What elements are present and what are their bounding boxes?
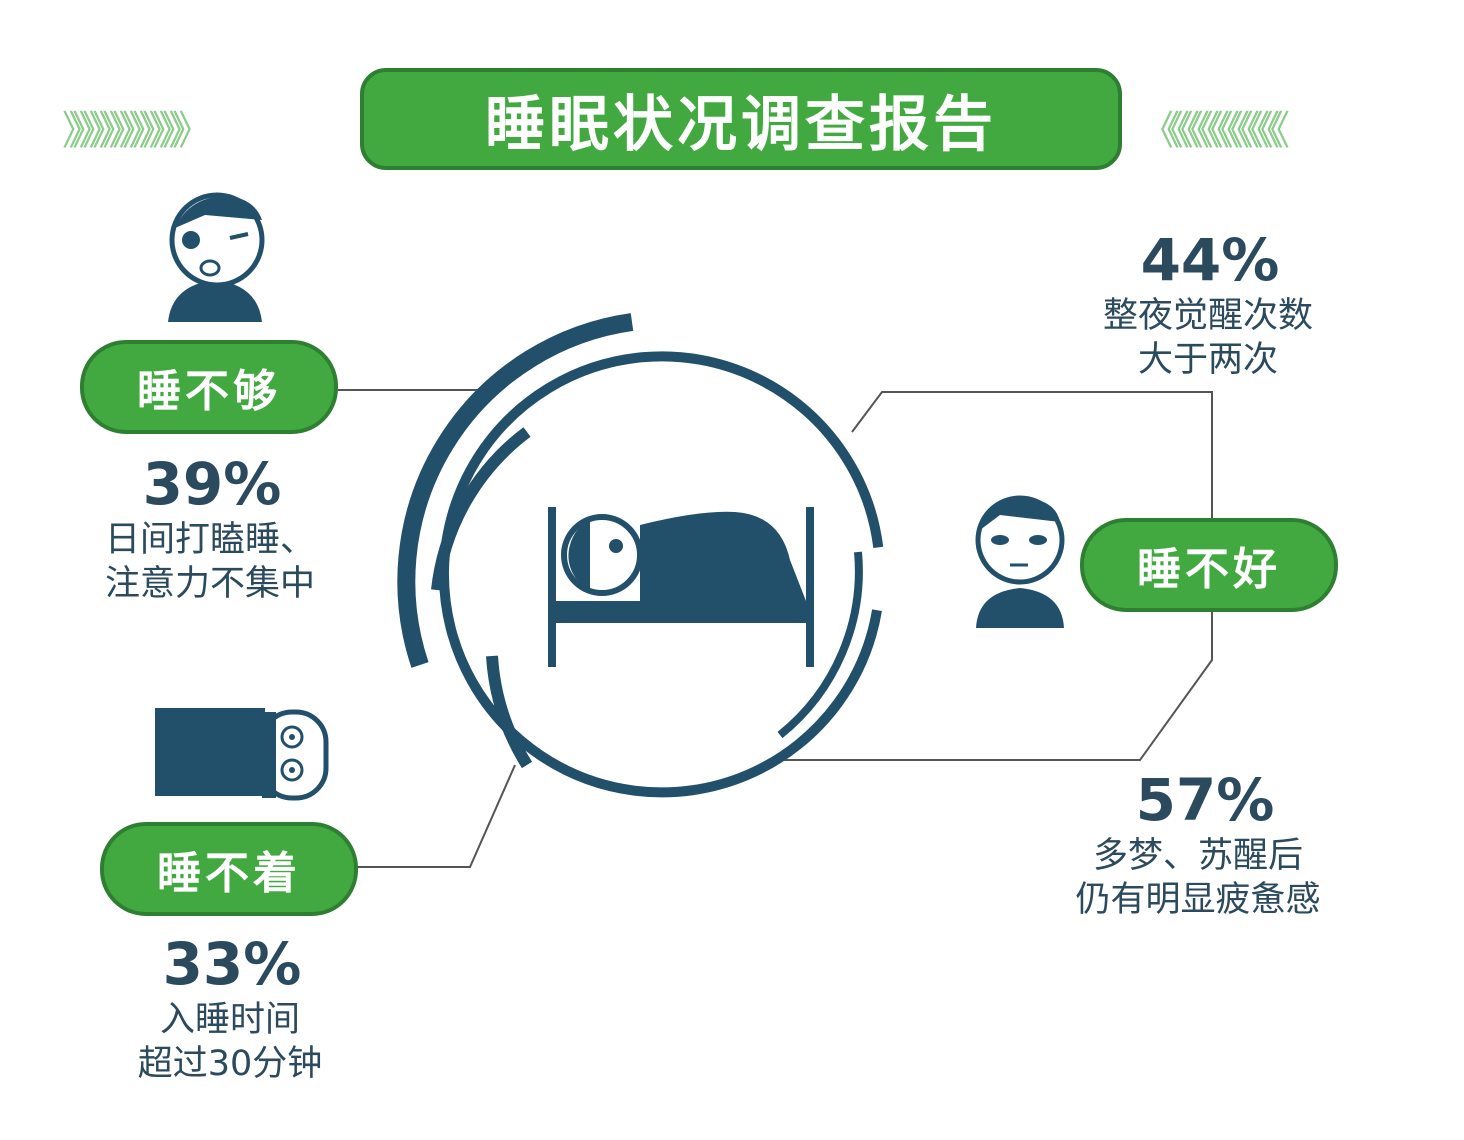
connector-cannot-sleep bbox=[356, 764, 516, 868]
desc-night-waking-1: 整夜觉醒次数 bbox=[1102, 296, 1313, 336]
right-chevron-decoration: 《《《《《《《《《《《《 bbox=[1140, 108, 1290, 154]
right-arc bbox=[777, 551, 863, 739]
desc-cannot-sleep-1: 入睡时间 bbox=[159, 1000, 300, 1040]
desc-dreams-fatigue-1: 多梦、苏醒后 bbox=[1092, 836, 1303, 876]
left-chevron-decoration: 》》》》》》》》》》》》 bbox=[62, 108, 212, 154]
connector-lines bbox=[338, 389, 1213, 868]
page-title: 睡眠状况调查报告 bbox=[360, 68, 1122, 170]
desc-cannot-sleep-2: 超过30分钟 bbox=[137, 1044, 323, 1084]
center-rings bbox=[397, 313, 884, 798]
percent-sleep-not-enough: 39% bbox=[142, 450, 282, 518]
tired-face-icon bbox=[975, 495, 1065, 628]
drowsy-face-icon bbox=[168, 192, 265, 322]
connector-sleep-poor-top bbox=[851, 391, 1213, 520]
desc-night-waking-2: 大于两次 bbox=[1137, 340, 1278, 380]
inner-arc-bottom bbox=[486, 655, 533, 769]
awake-in-bed-icon bbox=[155, 708, 329, 801]
connector-sleep-poor-bottom bbox=[778, 608, 1213, 761]
label-cannot-sleep: 睡不着 bbox=[100, 822, 358, 916]
inner-arc-top bbox=[431, 427, 531, 591]
percent-dreams-fatigue: 57% bbox=[1135, 766, 1275, 834]
person-sleeping-in-bed-icon bbox=[548, 507, 814, 667]
percent-cannot-sleep: 33% bbox=[162, 930, 302, 998]
label-sleep-poor: 睡不好 bbox=[1080, 518, 1338, 612]
desc-dreams-fatigue-2: 仍有明显疲惫感 bbox=[1075, 880, 1321, 920]
outer-arc bbox=[397, 313, 634, 668]
label-sleep-not-enough: 睡不够 bbox=[80, 340, 338, 434]
desc-sleep-not-enough-2: 注意力不集中 bbox=[104, 564, 315, 604]
desc-sleep-not-enough-1: 日间打瞌睡、 bbox=[104, 520, 315, 560]
percent-night-waking: 44% bbox=[1140, 226, 1280, 294]
